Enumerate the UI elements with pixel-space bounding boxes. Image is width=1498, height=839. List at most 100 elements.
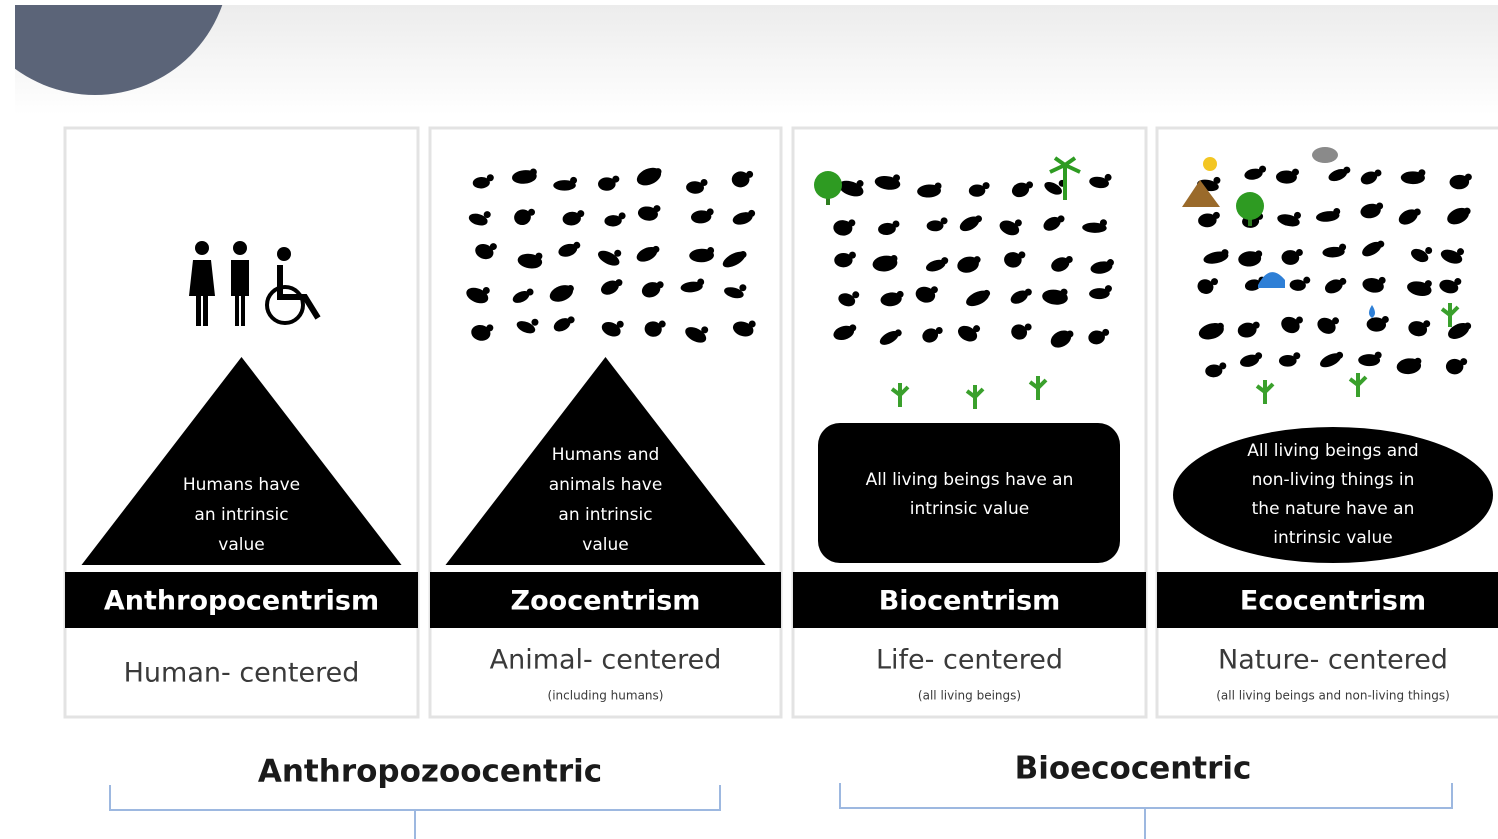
animal-head xyxy=(1376,203,1383,210)
animal-head xyxy=(614,250,621,257)
animal-head xyxy=(1465,174,1472,181)
shape-text: value xyxy=(582,535,628,555)
shape-text: Humans and xyxy=(552,445,660,465)
animal-head xyxy=(1100,219,1107,226)
animal-head xyxy=(849,324,856,331)
animal-head xyxy=(941,257,948,264)
animal-head xyxy=(1377,241,1384,248)
shape-text: animals have xyxy=(549,475,663,495)
shape-text: intrinsic value xyxy=(910,499,1029,519)
animal-head xyxy=(749,320,756,327)
animal-head xyxy=(975,215,982,222)
animal-head xyxy=(484,211,491,218)
shape-text: value xyxy=(218,535,264,555)
animal-head xyxy=(1255,352,1262,359)
animal-head xyxy=(892,220,899,227)
animal-head xyxy=(1294,212,1301,219)
animal-head xyxy=(1454,278,1461,285)
animal-head xyxy=(487,174,494,181)
animal-head xyxy=(1379,277,1386,284)
animal-head xyxy=(941,217,948,224)
animal-head xyxy=(1343,167,1350,174)
animal-head xyxy=(983,182,990,189)
animal-head xyxy=(1296,316,1303,323)
animal-head xyxy=(530,168,537,175)
animal-head xyxy=(1460,358,1467,365)
animal-head xyxy=(652,246,659,253)
animal-head xyxy=(897,291,904,298)
crown xyxy=(1236,192,1264,220)
panel-frame xyxy=(793,128,1146,717)
animal-head xyxy=(1339,244,1346,251)
animal-head xyxy=(1382,316,1389,323)
animal-head xyxy=(617,321,624,328)
animal-head xyxy=(483,287,490,294)
animal-head xyxy=(974,256,981,263)
animal-head xyxy=(528,209,535,216)
animal-head xyxy=(1375,352,1382,359)
animal-head xyxy=(1026,181,1033,188)
shape-text: an intrinsic xyxy=(558,505,652,525)
animal-head xyxy=(486,324,493,331)
animal-head xyxy=(1332,317,1339,324)
animal-head xyxy=(973,325,980,332)
animal-head xyxy=(1061,289,1068,296)
page: {"panels": [ {"shape_text": ["Humans hav… xyxy=(0,0,1498,839)
head xyxy=(195,241,209,255)
animal-head xyxy=(1025,324,1032,331)
animal-head xyxy=(1066,331,1073,338)
animal-head xyxy=(893,174,900,181)
animal-head xyxy=(1414,208,1421,215)
animal-head xyxy=(1339,278,1346,285)
animal-head xyxy=(1211,278,1218,285)
animal-head xyxy=(527,288,534,295)
animal-head xyxy=(1253,322,1260,329)
animal-head xyxy=(701,179,708,186)
animal-head xyxy=(852,291,859,298)
panel: Humans havean intrinsicvalueAnthropocent… xyxy=(65,128,418,717)
crown xyxy=(814,171,842,199)
animal-head xyxy=(1423,320,1430,327)
animal-head xyxy=(615,279,622,286)
animal-head xyxy=(1213,177,1220,184)
panel-title: Biocentrism xyxy=(879,586,1061,617)
animal-head xyxy=(1292,169,1299,176)
panel: All living beings have anintrinsic value… xyxy=(793,128,1146,717)
animal-head xyxy=(857,180,864,187)
animal-head xyxy=(1066,256,1073,263)
rounded-box xyxy=(818,423,1120,563)
animal-head xyxy=(535,253,542,260)
slide: Humans have an intrinsic value Anthropocent… xyxy=(0,0,1498,839)
animal-head xyxy=(1414,358,1421,365)
panel-title: Anthropocentrism xyxy=(104,586,379,617)
animal-head xyxy=(1464,322,1471,329)
animal-head xyxy=(573,242,580,249)
animal-head xyxy=(697,279,704,286)
animal-head xyxy=(1217,323,1224,330)
group-label: Bioecocentric xyxy=(1015,751,1252,787)
animal-head xyxy=(895,329,902,336)
shape-text: Humans have xyxy=(183,475,300,495)
panel-note: (all living beings) xyxy=(918,689,1021,703)
animal-head xyxy=(1333,208,1340,215)
animal-head xyxy=(1018,251,1025,258)
panel-subtitle: Animal- centered xyxy=(490,645,722,676)
animal-head xyxy=(1418,169,1425,176)
animal-head xyxy=(1105,174,1112,181)
animal-head xyxy=(659,321,666,328)
animal-head xyxy=(531,319,538,326)
animal-head xyxy=(1293,352,1300,359)
animal-head xyxy=(653,205,660,212)
animal-head xyxy=(612,176,619,183)
animal-head xyxy=(931,286,938,293)
animal-head xyxy=(1464,208,1471,215)
animal-head xyxy=(848,219,855,226)
animal-head xyxy=(1255,250,1262,257)
animal-head xyxy=(1374,169,1381,176)
panel-note: (including humans) xyxy=(548,689,664,703)
animal-head xyxy=(890,255,897,262)
animal-head xyxy=(1425,280,1432,287)
group-label: Anthropozoocentric xyxy=(258,754,602,790)
cloud-icon xyxy=(1312,147,1338,163)
animal-head xyxy=(1336,352,1343,359)
